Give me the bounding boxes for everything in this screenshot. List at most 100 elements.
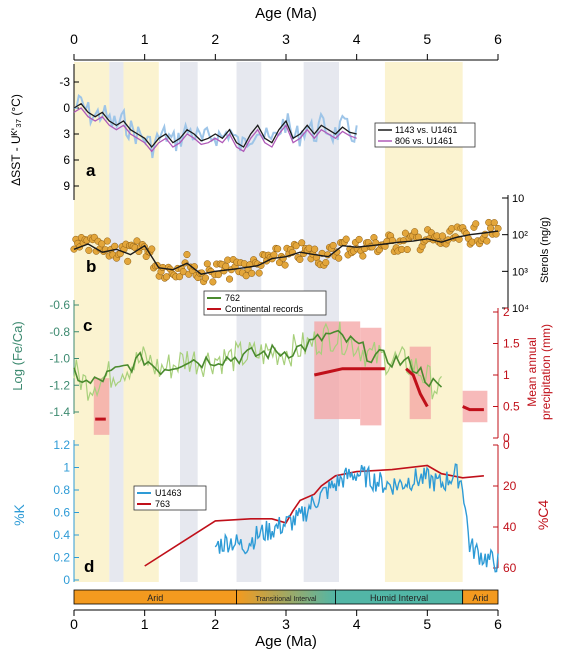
top-axis-label: Age (Ma) <box>255 5 317 22</box>
top-tick-label-2: 2 <box>211 31 219 47</box>
sterol-dot <box>163 273 171 281</box>
a-ytick-label-9: 9 <box>63 179 70 193</box>
c-ytick-label-left--0.8: -0.8 <box>49 325 70 339</box>
precip-range-3 <box>409 346 431 420</box>
d-ytick-label-right-0: 0 <box>503 438 510 452</box>
c-ytick-label-right-1: 1 <box>503 368 510 382</box>
sterol-dot <box>270 251 278 259</box>
c-ytick-label-left--1.2: -1.2 <box>49 378 70 392</box>
sterol-dot <box>298 239 306 247</box>
panel-d-letter: d <box>84 557 94 576</box>
gray-band-2 <box>236 62 262 582</box>
b-ytick-label-1: 10² <box>512 230 528 242</box>
legend-762-label: 762 <box>225 293 240 303</box>
yellow-band-2 <box>384 62 463 582</box>
precip-range-0 <box>93 378 110 435</box>
sst-noisy-band <box>73 94 358 159</box>
d-ytick-label-left-0.6: 0.6 <box>53 506 70 520</box>
sterol-dot <box>111 242 119 250</box>
sterol-dot <box>225 275 234 283</box>
sterol-dot <box>133 237 141 245</box>
sterol-dot <box>322 259 330 267</box>
d-ytick-label-right-20: 20 <box>503 479 517 493</box>
d-ytick-label-left-0.4: 0.4 <box>53 528 70 542</box>
climate-segment-label-2: Humid Interval <box>370 593 428 603</box>
climate-segment-3 <box>462 589 499 605</box>
sterol-dot <box>103 237 111 245</box>
panel-a-legend <box>374 122 476 148</box>
d-ytick-label-left-0.8: 0.8 <box>53 483 70 497</box>
bottom-tick-label-5: 5 <box>423 616 431 632</box>
series-1143-line <box>73 102 357 149</box>
sterol-dot <box>483 237 491 245</box>
a-ytick-label-6: 6 <box>63 153 70 167</box>
bottom-tick-label-0: 0 <box>70 616 78 632</box>
top-tick-label-3: 3 <box>282 31 290 47</box>
sterol-dot <box>281 261 289 269</box>
sterol-dot <box>359 252 367 260</box>
d-ytick-label-left-1.2: 1.2 <box>53 438 70 452</box>
series-continental-seg-2 <box>405 367 429 408</box>
sterol-dot <box>296 255 304 263</box>
top-age-axis: 0 1 2 3 4 5 6 Age (Ma) <box>70 5 502 61</box>
sterol-dot <box>490 219 498 227</box>
sterol-dot <box>279 254 287 262</box>
sterol-dot <box>183 250 191 259</box>
top-tick-label-1: 1 <box>141 31 149 47</box>
legend-806-label: 806 vs. U1461 <box>395 136 453 146</box>
series-763-line <box>144 464 484 567</box>
b-ytick-label-2: 10³ <box>512 266 528 278</box>
sterol-dot <box>401 229 409 237</box>
sterol-dot <box>329 241 337 250</box>
climate-interval-bar: Arid Transitional Interval Humid Interval A… <box>73 589 499 605</box>
sterol-dot <box>175 273 184 281</box>
panel-c-legend <box>203 290 327 316</box>
sterol-dot <box>355 235 363 243</box>
bottom-tick-label-4: 4 <box>353 616 361 632</box>
sterol-dot <box>248 269 256 277</box>
panel-b: 10 10² 10³ 10⁴ Sterols (ng/g) b <box>70 193 551 315</box>
panel-c: -0.6 -0.8 -1.0 -1.2 -1.4 2 1.5 1 0.5 0 Log (Fe/C… <box>10 290 553 445</box>
gray-band-1 <box>180 62 198 582</box>
c-ytick-label-left--1.0: -1.0 <box>49 352 70 366</box>
climate-segment-label-3: Arid <box>472 593 488 603</box>
sterol-dot <box>274 245 282 253</box>
panel-c-ylabel-left: Log (Fe/Ca) <box>10 321 25 390</box>
sterol-dot <box>98 240 106 248</box>
top-tick-label-0: 0 <box>70 31 78 47</box>
b-ytick-label-0: 10 <box>512 193 524 205</box>
d-ytick-label-right-60: 60 <box>503 561 517 575</box>
bottom-axis-label: Age (Ma) <box>255 633 317 650</box>
c-ytick-label-left--0.6: -0.6 <box>49 298 70 312</box>
c-ytick-label-right-0: 0 <box>503 431 510 445</box>
d-ytick-label-left-0.2: 0.2 <box>53 551 70 565</box>
climate-segment-label-0: Arid <box>147 593 163 603</box>
panel-c-ylabel-right-2: precipitation (mm) <box>539 324 553 420</box>
b-ytick-label-3: 10⁴ <box>512 303 529 315</box>
sterol-dot <box>85 246 93 254</box>
panel-c-letter: c <box>83 316 92 335</box>
a-ytick-label-0: 0 <box>63 101 70 115</box>
c-ytick-label-right-0.5: 0.5 <box>503 400 520 414</box>
d-ytick-label-right-40: 40 <box>503 520 517 534</box>
panel-a-ylabel: ΔSST - Uᴷ'₃₇ (°C) <box>9 94 23 186</box>
legend-u1463-label: U1463 <box>155 488 182 498</box>
climate-segment-label-1: Transitional Interval <box>256 596 317 603</box>
bottom-tick-label-2: 2 <box>211 616 219 632</box>
series-continental-seg-1 <box>313 367 385 377</box>
sterol-dot <box>403 245 411 254</box>
legend-continental-label: Continental records <box>225 304 304 314</box>
d-ytick-label-left-0: 0 <box>63 573 70 587</box>
sterol-dot <box>438 232 447 240</box>
panel-d-legend <box>133 485 207 511</box>
d-ytick-label-left-1: 1 <box>63 461 70 475</box>
c-ytick-label-right-1.5: 1.5 <box>503 337 520 351</box>
sterol-dot <box>148 245 156 253</box>
sterol-dot <box>472 220 480 228</box>
top-tick-label-4: 4 <box>353 31 361 47</box>
panel-b-ylabel: Sterols (ng/g) <box>539 217 551 283</box>
series-u1463-line <box>214 463 499 573</box>
yellow-band-0 <box>74 62 110 582</box>
sterol-dot <box>292 242 300 250</box>
